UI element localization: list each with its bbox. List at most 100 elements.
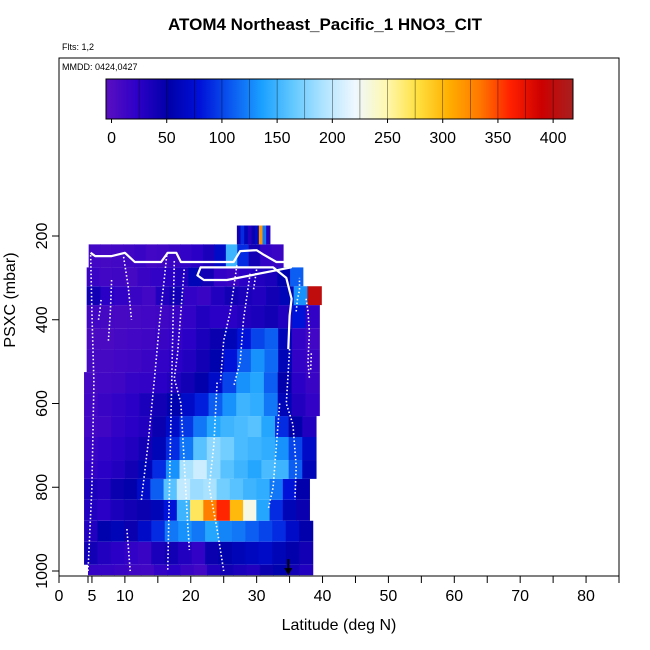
heatmap-cell [282,478,297,500]
heatmap-cell [179,437,194,461]
x-tick-label: 50 [380,588,398,605]
heatmap-cell [110,478,125,500]
heatmap-cell [247,437,262,461]
chart-title: ATOM4 Northeast_Pacific_1 HNO3_CIT [168,15,482,34]
heatmap-cell [97,437,112,461]
heatmap-cell [305,393,320,417]
heatmap-cell [261,437,276,461]
heatmap-cell [141,305,156,329]
heatmap-cell [196,328,211,350]
heatmap-cell [178,541,193,565]
heatmap-cell [238,286,253,306]
heatmap-cell [288,437,303,461]
heatmap-cell [302,416,317,437]
heatmap-cell [229,499,244,521]
heatmap-cell [264,328,279,350]
heatmap-cell [205,520,220,542]
heatmap-cell [168,349,184,373]
heatmap-cell [250,372,265,394]
colorbar-gradient [105,78,574,120]
heatmap-cell [237,349,252,373]
heatmap-cell [244,225,249,245]
heatmap-cell [150,499,165,521]
heatmap-cell [139,393,154,417]
latitude-marker-arrow-head [284,568,293,576]
heatmap-cell [175,267,189,287]
heatmap-cell [84,437,99,461]
heatmap-cell [296,478,310,500]
heatmap-cell [251,225,256,245]
heatmap-cell [141,286,157,306]
heatmap-cell [151,541,166,565]
heatmap-cell [97,393,113,417]
heatmap-cell [134,244,147,268]
heatmap-cell [223,328,238,350]
heatmap-cell [245,520,260,542]
heatmap-cell [263,393,279,417]
axes-layer: 0 5 10 20 30 40 50 60 70 80 200 400 600 800 1000 [34,223,620,605]
heatmap-cell [111,244,124,268]
heatmap-cell [202,244,215,268]
flight-track-dotted [122,256,133,320]
colorbar-tick-label: 250 [374,130,401,147]
heatmap-cell [178,520,193,542]
heatmap-cell [277,393,293,417]
heatmap-cell [168,328,184,350]
heatmap-cell [220,437,235,461]
y-tick-label: 400 [34,306,51,333]
heatmap-cell [124,541,139,565]
heatmap-cell [256,499,271,521]
heatmap-cell [236,225,242,245]
heatmap-cell [288,460,303,479]
heatmap-cell [168,305,184,329]
flight-track-dotted [285,349,298,500]
heatmap-cell [223,305,238,329]
heatmap-cell [182,305,197,329]
heatmap-cell [97,416,112,437]
heatmap-cell [222,372,237,394]
heatmap-cell [84,478,98,500]
heatmap-cell [145,244,158,268]
heatmap-cell [163,499,178,521]
heatmap-cell [305,328,320,350]
x-tick-label: 5 [87,588,96,605]
heatmap-cell [167,564,182,576]
heatmap-cell [275,460,290,479]
heatmap-cell [237,328,252,350]
heatmap-cell [155,328,170,350]
heatmap-cell [163,478,178,500]
heatmap-cell [86,305,101,329]
colorbar-tick-label: 350 [485,130,512,147]
heatmap-cell [150,478,165,500]
heatmap-cell [138,437,153,461]
heatmap-cell [164,520,179,542]
heatmap-cell [165,437,181,461]
heatmap-cell [127,564,142,576]
heatmap-cell [110,541,125,565]
heatmap-cell [220,460,235,479]
heatmap-cell [208,393,223,417]
heatmap-cell [291,349,307,373]
flight-track-dotted [173,269,191,551]
heatmap-cell [206,460,222,479]
y-tick-label: 800 [34,474,51,501]
y-tick-label: 200 [34,223,51,250]
heatmap-cell [216,499,231,521]
heatmap-cell [247,460,262,479]
heatmap-cell [206,437,222,461]
heatmap-cell [250,328,266,350]
heatmap-cell [137,267,151,287]
flight-track-dotted [309,353,313,371]
colorbar: 0 50 100 150 200 250 300 350 400 [105,78,574,147]
heatmap-cell [259,564,274,576]
heatmap-cell [84,416,99,437]
heatmap-cell [179,416,194,437]
heatmap-cell [125,372,140,394]
heatmap-cell [179,460,194,479]
heatmap-cell [176,478,191,500]
heatmap-cell [84,541,99,565]
heatmap-cell [127,349,142,373]
heatmap-cell [203,499,218,521]
heatmap-cell [269,499,284,521]
